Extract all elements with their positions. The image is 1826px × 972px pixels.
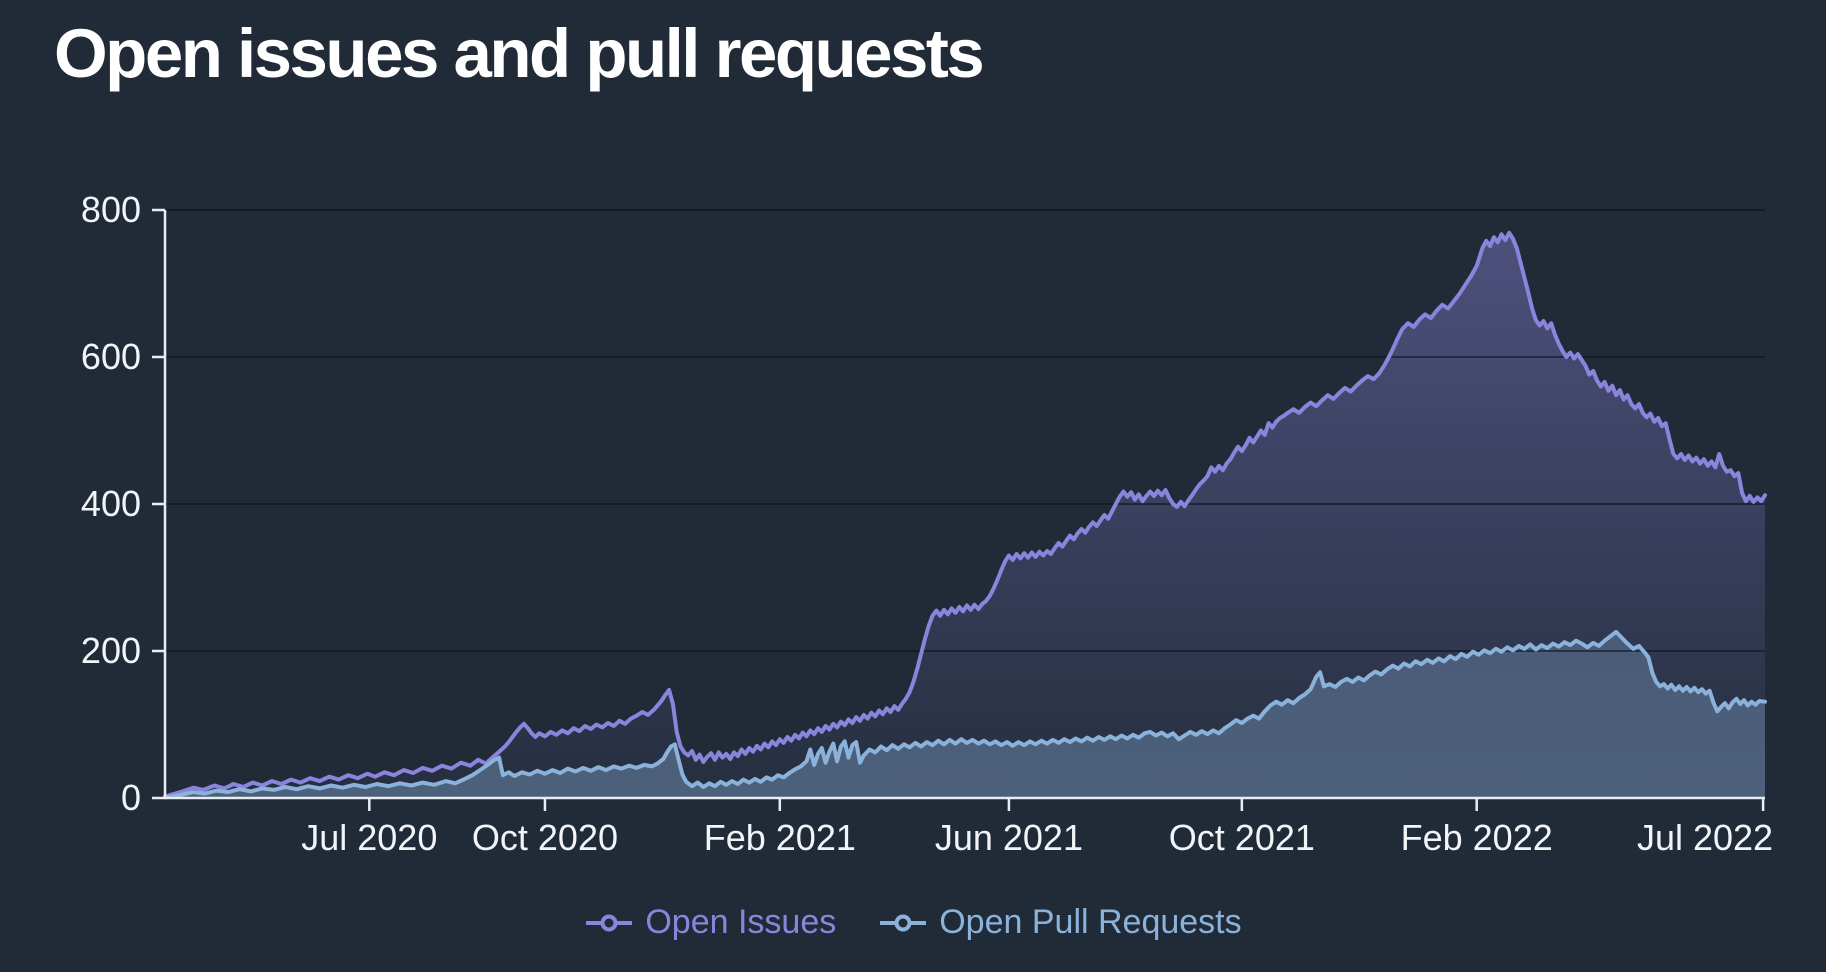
x-tick-label-6: Jul 2022: [1637, 817, 1773, 858]
line-dot-marker-icon: [880, 914, 927, 931]
chart-legend: Open Issues Open Pull Requests: [0, 903, 1826, 942]
line-1: [163, 629, 1767, 800]
line-0: [163, 230, 1767, 799]
series-lines: [163, 230, 1767, 800]
legend-label-open-pull-requests: Open Pull Requests: [939, 903, 1242, 941]
legend-item-open-issues[interactable]: Open Issues: [584, 903, 836, 942]
x-tick-label-4: Oct 2021: [1169, 817, 1315, 858]
x-tick-label-1: Oct 2020: [472, 817, 618, 858]
x-tick-label-5: Feb 2022: [1401, 817, 1553, 858]
legend-item-open-pull-requests[interactable]: Open Pull Requests: [878, 903, 1242, 942]
x-tick-label-3: Jun 2021: [935, 817, 1083, 858]
y-tick-label-800: 800: [81, 189, 141, 230]
x-tick-label-0: Jul 2020: [301, 817, 437, 858]
y-tick-label-400: 400: [81, 483, 141, 524]
series-areas: [165, 232, 1765, 799]
y-tick-label-600: 600: [81, 336, 141, 377]
y-tick-label-200: 200: [81, 630, 141, 671]
line-dot-marker-icon: [586, 914, 633, 931]
y-tick-label-0: 0: [121, 777, 141, 818]
area-0: [165, 232, 1765, 799]
gridlines: [165, 209, 1765, 652]
legend-label-open-issues: Open Issues: [645, 903, 837, 941]
x-tick-label-2: Feb 2021: [704, 817, 856, 858]
page-title: Open issues and pull requests: [54, 15, 985, 92]
area-1: [165, 631, 1765, 798]
axes: 0 200 400 600 800 Jul 2020 Oct 2020 Feb 2021 Jun…: [81, 189, 1773, 858]
